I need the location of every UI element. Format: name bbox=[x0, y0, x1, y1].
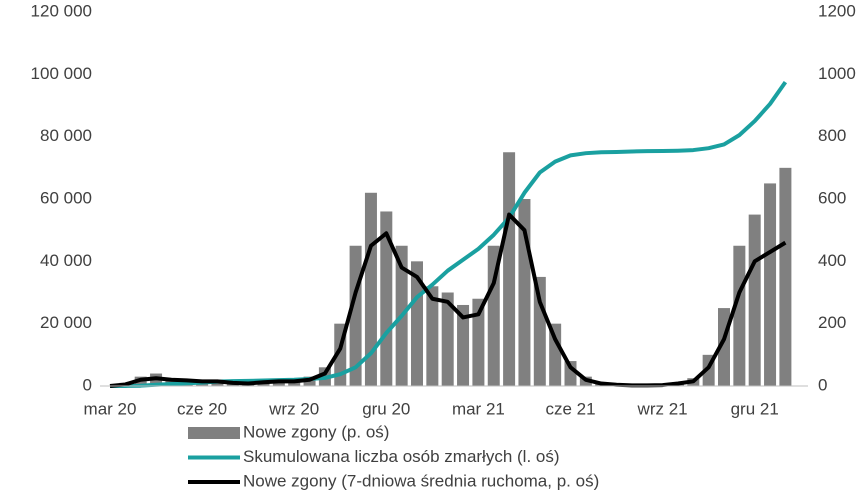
x-tick-label: cze 21 bbox=[545, 399, 595, 418]
y-tick-label: 100 000 bbox=[31, 64, 92, 83]
legend-swatch bbox=[188, 427, 240, 439]
bar bbox=[211, 381, 224, 386]
y2-tick-label: 200 bbox=[818, 313, 846, 332]
y2-tick-label: 800 bbox=[818, 126, 846, 145]
bar bbox=[380, 211, 393, 386]
y-tick-label: 80 000 bbox=[40, 126, 92, 145]
y2-tick-label: 1200 bbox=[818, 1, 856, 20]
y-tick-label: 0 bbox=[83, 375, 92, 394]
legend-label: Nowe zgony (p. oś) bbox=[243, 422, 389, 441]
y-tick-label: 120 000 bbox=[31, 1, 92, 20]
y-tick-label: 60 000 bbox=[40, 188, 92, 207]
bar bbox=[472, 298, 485, 386]
bar bbox=[733, 245, 746, 386]
x-tick-label: gru 20 bbox=[362, 399, 410, 418]
x-tick-label: gru 21 bbox=[731, 399, 779, 418]
y2-tick-label: 400 bbox=[818, 251, 846, 270]
y-tick-label: 40 000 bbox=[40, 251, 92, 270]
y2-tick-label: 0 bbox=[818, 375, 827, 394]
legend-label: Nowe zgony (7-dniowa średnia ruchoma, p.… bbox=[243, 471, 599, 490]
x-tick-label: wrz 21 bbox=[637, 399, 688, 418]
y2-tick-label: 1000 bbox=[818, 64, 856, 83]
bar bbox=[764, 183, 777, 386]
bar bbox=[426, 286, 439, 386]
bar bbox=[503, 152, 516, 386]
bar bbox=[487, 245, 500, 386]
bar bbox=[748, 214, 761, 386]
bar bbox=[441, 292, 454, 386]
x-tick-label: mar 20 bbox=[84, 399, 137, 418]
bar bbox=[779, 167, 792, 386]
y2-tick-label: 600 bbox=[818, 188, 846, 207]
x-tick-label: wrz 20 bbox=[268, 399, 319, 418]
y-tick-label: 20 000 bbox=[40, 313, 92, 332]
bar bbox=[457, 304, 470, 386]
x-tick-label: mar 21 bbox=[452, 399, 505, 418]
legend-label: Skumulowana liczba osób zmarłych (l. oś) bbox=[243, 447, 560, 466]
line bbox=[109, 212, 787, 388]
x-tick-label: cze 20 bbox=[177, 399, 227, 418]
bar bbox=[549, 323, 562, 386]
